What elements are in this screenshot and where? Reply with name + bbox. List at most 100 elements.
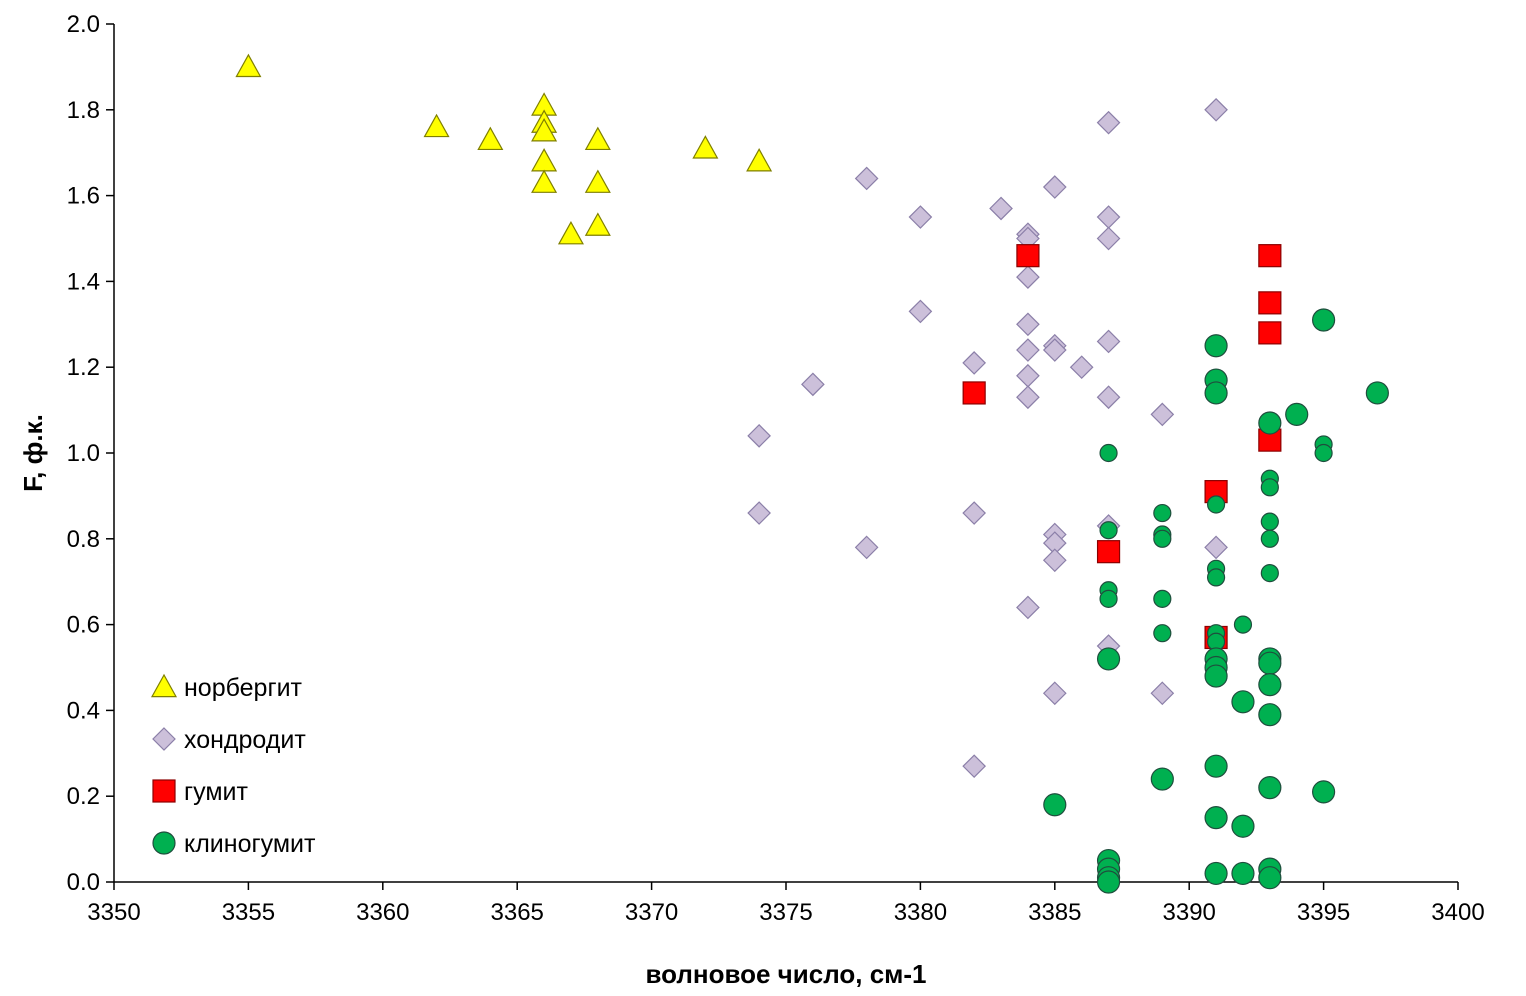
data-point	[1258, 651, 1282, 675]
data-point	[747, 501, 771, 525]
data-point	[557, 220, 584, 245]
y-tick-label: 1.8	[67, 97, 100, 124]
data-point	[1258, 321, 1282, 345]
data-point	[747, 423, 771, 448]
x-ticks: 3350 3355 3360 3365 3370 3375 3380 3385 3390 3395…	[87, 882, 1485, 926]
data-point	[854, 535, 879, 560]
data-point	[1153, 529, 1172, 548]
data-point	[584, 212, 611, 236]
data-point	[1204, 334, 1228, 358]
data-point	[1150, 402, 1175, 427]
y-tick-label: 1.2	[67, 354, 100, 381]
legend-label: гумит	[184, 778, 248, 806]
y-axis-label: F, ф.к.	[18, 414, 48, 492]
data-point	[531, 148, 558, 172]
data-point	[1204, 664, 1228, 688]
y-tick-label: 1.0	[67, 440, 100, 467]
x-tick-label: 3360	[356, 899, 409, 926]
data-point	[531, 118, 558, 142]
data-point	[1096, 870, 1121, 894]
x-tick-label: 3365	[491, 899, 544, 926]
data-point	[1096, 205, 1121, 229]
data-point	[1204, 381, 1228, 405]
x-tick-label: 3390	[1163, 899, 1216, 926]
data-point	[1260, 478, 1279, 497]
data-point	[1099, 521, 1118, 540]
legend-item: хондродит	[152, 726, 306, 754]
data-point	[1231, 690, 1255, 714]
data-point	[962, 381, 986, 405]
x-tick-label: 3385	[1028, 899, 1081, 926]
data-point	[1258, 411, 1282, 435]
x-axis-label: волновое число, см-1	[645, 959, 926, 989]
y-tick-label: 0.6	[67, 612, 100, 639]
data-point	[477, 126, 504, 151]
data-point	[1231, 861, 1255, 886]
series-triangle	[235, 53, 773, 245]
data-point	[1016, 265, 1040, 289]
data-point	[1096, 385, 1121, 410]
y-tick-label: 0.2	[67, 783, 100, 810]
data-point	[1258, 866, 1282, 890]
data-point	[1204, 97, 1228, 122]
y-tick-label: 0.0	[67, 869, 100, 896]
y-tick-label: 2.0	[67, 11, 100, 38]
data-point	[423, 113, 450, 138]
x-tick-label: 3400	[1431, 899, 1484, 926]
data-point	[1258, 673, 1282, 697]
data-point	[854, 166, 879, 191]
y-tick-label: 0.8	[67, 526, 100, 553]
x-tick-label: 3370	[625, 899, 678, 926]
data-point	[1233, 615, 1253, 634]
data-point	[1258, 776, 1282, 800]
y-ticks: 0.0 0.2 0.4 0.6 0.8 1.0 1.2 1.4 1.6 1.8 2.0	[67, 11, 114, 896]
axes: 0.00.20.40.60.81.01.21.41.61.82.0 3350 33…	[67, 11, 1485, 926]
data-point	[1099, 589, 1118, 608]
data-point	[1150, 681, 1175, 706]
data-point	[1206, 495, 1226, 514]
data-point	[1365, 381, 1389, 405]
data-point	[962, 754, 987, 779]
data-point	[584, 169, 611, 193]
legend-label: норбергит	[184, 674, 303, 702]
data-point	[1311, 308, 1336, 332]
legend-item: норбергит	[150, 673, 303, 702]
data-point	[1258, 244, 1282, 268]
data-point	[1206, 568, 1226, 587]
data-point	[1204, 861, 1228, 886]
data-point	[1258, 291, 1282, 315]
data-point	[1042, 338, 1067, 362]
legend-marker	[152, 779, 176, 803]
data-point	[1096, 226, 1121, 251]
data-point	[531, 169, 558, 193]
data-point	[1204, 535, 1228, 560]
data-point	[1042, 681, 1067, 706]
data-point	[1096, 540, 1121, 564]
legend-item: гумит	[152, 778, 248, 806]
series-circle	[1043, 308, 1389, 894]
x-tick-label: 3380	[894, 899, 947, 926]
data-points	[235, 53, 1389, 894]
data-point	[1285, 402, 1309, 426]
data-point	[1016, 312, 1040, 337]
data-point	[1153, 624, 1172, 643]
data-point	[1204, 754, 1228, 778]
data-point	[1096, 647, 1121, 671]
y-tick-label: 0.4	[67, 697, 100, 724]
data-point	[1258, 703, 1282, 727]
data-point	[584, 126, 611, 151]
data-point	[1043, 793, 1067, 817]
y-tick-label: 1.4	[67, 268, 100, 295]
data-point	[1099, 443, 1118, 463]
series-diamond	[747, 97, 1228, 779]
legend: норбергит хондродит гумит клиногумит	[150, 673, 316, 858]
data-point	[1153, 503, 1172, 523]
data-point	[692, 135, 719, 159]
legend-label: хондродит	[184, 726, 306, 754]
y-tick-label: 1.6	[67, 183, 100, 210]
data-point	[908, 205, 933, 229]
data-point	[1016, 385, 1040, 410]
data-point	[1069, 355, 1094, 380]
legend-marker	[152, 727, 176, 751]
